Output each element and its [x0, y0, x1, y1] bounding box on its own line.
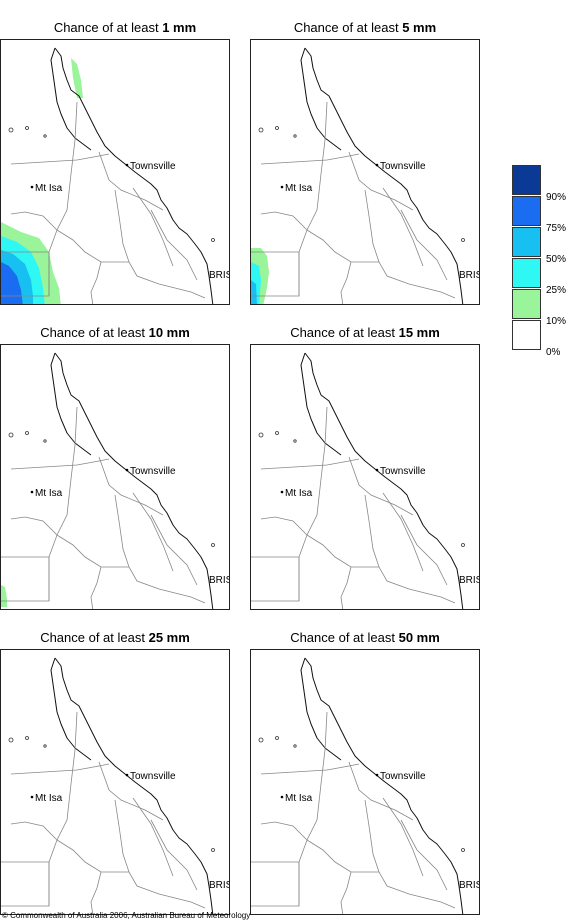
place-townsville: Townsville [125, 771, 176, 782]
panel-title-50mm: Chance of at least 50 mm [250, 630, 480, 645]
panel-title-10mm: Chance of at least 10 mm [0, 325, 230, 340]
legend-swatch-50-75 [512, 227, 541, 257]
place-mt-isa: Mt Isa [280, 183, 313, 194]
label-townsville: Townsville [130, 771, 176, 782]
place-townsville: Townsville [375, 466, 426, 477]
legend-swatch-75-90 [512, 196, 541, 226]
rain-overlay [251, 248, 269, 304]
title-prefix: Chance of at least [290, 630, 399, 645]
label-mt-isa: Mt Isa [35, 183, 63, 194]
map-svg: Townsville Mt Isa BRIS [1, 47, 230, 304]
title-prefix: Chance of at least [40, 630, 149, 645]
map-10mm: Townsville Mt Isa BRIS [0, 344, 230, 610]
map-outline [251, 47, 465, 304]
label-townsville: Townsville [380, 771, 426, 782]
place-mt-isa: Mt Isa [30, 183, 63, 194]
place-townsville: Townsville [375, 161, 426, 172]
legend-label-10: 10% [546, 316, 567, 327]
place-townsville: Townsville [125, 161, 176, 172]
label-mt-isa: Mt Isa [285, 793, 313, 804]
title-amount: 50 mm [398, 630, 440, 645]
map-1mm: Townsville Mt Isa BRIS [0, 39, 230, 305]
place-mt-isa: Mt Isa [30, 488, 63, 499]
legend-label-0: 0% [546, 347, 561, 358]
map-svg: Townsville Mt Isa BRIS [1, 352, 230, 609]
title-amount: 1 mm [162, 20, 197, 35]
label-bris: BRIS [209, 270, 230, 281]
label-mt-isa: Mt Isa [35, 793, 63, 804]
legend-swatch-90-plus [512, 165, 541, 195]
label-mt-isa: Mt Isa [285, 183, 313, 194]
legend-swatch-0-10 [512, 320, 541, 350]
map-25mm: Townsville Mt Isa BRIS [0, 649, 230, 915]
map-outline [1, 47, 215, 304]
label-mt-isa: Mt Isa [35, 488, 63, 499]
map-5mm: Townsville Mt Isa BRIS [250, 39, 480, 305]
title-prefix: Chance of at least [53, 20, 163, 35]
label-bris: BRIS [209, 575, 230, 586]
place-mt-isa: Mt Isa [280, 793, 313, 804]
label-townsville: Townsville [130, 161, 176, 172]
map-15mm: Townsville Mt Isa BRIS [250, 344, 480, 610]
map-svg: Townsville Mt Isa BRIS [251, 352, 480, 609]
place-mt-isa: Mt Isa [30, 793, 63, 804]
map-outline [1, 352, 215, 609]
title-prefix: Chance of at least [40, 325, 149, 340]
title-amount: 25 mm [148, 630, 190, 645]
legend-label-75: 75% [546, 223, 567, 234]
title-amount: 10 mm [148, 325, 190, 340]
legend-swatch-10-25 [512, 289, 541, 319]
map-outline [1, 657, 215, 914]
legend-label-90: 90% [546, 192, 567, 203]
panel-title-15mm: Chance of at least 15 mm [250, 325, 480, 340]
title-prefix: Chance of at least [293, 20, 403, 35]
title-amount: 15 mm [398, 325, 440, 340]
legend-label-25: 25% [546, 285, 567, 296]
map-svg: Townsville Mt Isa BRIS [1, 657, 230, 914]
legend-label-50: 50% [546, 254, 567, 265]
map-svg: Townsville Mt Isa BRIS [251, 657, 480, 914]
panel-title-25mm: Chance of at least 25 mm [0, 630, 230, 645]
map-outline [251, 352, 465, 609]
copyright-footer: © Commonwealth of Australia 2006, Austra… [2, 911, 251, 920]
place-townsville: Townsville [375, 771, 426, 782]
panel-title-5mm: Chance of at least 5 mm [250, 20, 480, 35]
panel-title-1mm: Chance of at least 1 mm [10, 20, 240, 35]
label-townsville: Townsville [130, 466, 176, 477]
title-amount: 5 mm [402, 20, 437, 35]
label-bris: BRIS [459, 270, 480, 281]
label-bris: BRIS [209, 880, 230, 891]
rain-overlay [1, 585, 7, 607]
label-bris: BRIS [459, 575, 480, 586]
map-outline [251, 657, 465, 914]
label-bris: BRIS [459, 880, 480, 891]
title-prefix: Chance of at least [290, 325, 399, 340]
rain-overlay [1, 58, 83, 304]
place-townsville: Townsville [125, 466, 176, 477]
label-townsville: Townsville [380, 161, 426, 172]
label-mt-isa: Mt Isa [285, 488, 313, 499]
label-townsville: Townsville [380, 466, 426, 477]
legend-swatch-25-50 [512, 258, 541, 288]
map-50mm: Townsville Mt Isa BRIS [250, 649, 480, 915]
map-svg: Townsville Mt Isa BRIS [251, 47, 480, 304]
place-mt-isa: Mt Isa [280, 488, 313, 499]
